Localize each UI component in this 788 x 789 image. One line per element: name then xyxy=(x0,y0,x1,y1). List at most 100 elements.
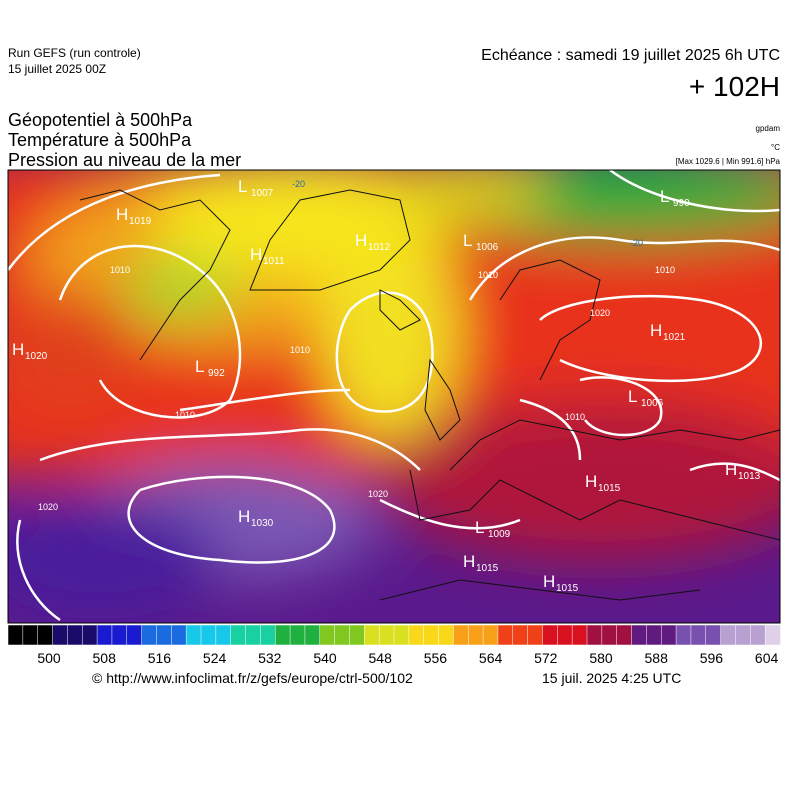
colorbar-label: 572 xyxy=(534,650,558,666)
colorbar-label: 532 xyxy=(258,650,282,666)
system-pressure: 990 xyxy=(673,198,690,209)
colorbar-cell xyxy=(616,624,633,646)
field-name: Pression au niveau de la mer xyxy=(8,150,241,170)
isobar-label: 1020 xyxy=(368,489,388,499)
colorbar-cell xyxy=(245,624,262,646)
render-time: 15 juil. 2025 4:25 UTC xyxy=(542,670,681,686)
system-letter: H xyxy=(650,321,662,340)
colorbar-label: 500 xyxy=(37,650,61,666)
system-pressure: 1007 xyxy=(251,188,274,199)
colorbar-cell xyxy=(542,624,559,646)
system-pressure: 1006 xyxy=(476,242,499,253)
colorbar-label: 596 xyxy=(700,650,724,666)
system-pressure: 1015 xyxy=(598,483,621,494)
system-pressure: 992 xyxy=(208,368,225,379)
system-pressure: 1015 xyxy=(556,583,579,594)
colorbar-cell xyxy=(230,624,247,646)
colorbar-label: 516 xyxy=(148,650,172,666)
system-letter: L xyxy=(195,357,204,376)
system-pressure: 1009 xyxy=(488,529,511,540)
colorbar-cell xyxy=(557,624,573,646)
system-pressure: 1006 xyxy=(641,398,664,409)
colorbar-label: 556 xyxy=(424,650,448,666)
colorbar-cell xyxy=(274,624,291,646)
isobar-label: 1010 xyxy=(478,270,498,280)
system-letter: H xyxy=(725,460,737,479)
colorbar-label: 524 xyxy=(203,650,227,666)
colorbar-cell xyxy=(349,624,366,646)
system-letter: H xyxy=(238,507,250,526)
colorbar-cell xyxy=(497,624,514,646)
colorbar-cell xyxy=(7,624,24,646)
colorbar-label: 588 xyxy=(645,650,669,666)
unit-label: gpdam xyxy=(756,124,781,133)
isobar-label: 1010 xyxy=(110,265,130,275)
map-field xyxy=(8,170,780,623)
system-letter: H xyxy=(463,552,475,571)
isobar-label: 1010 xyxy=(655,265,675,275)
colorbar-cell xyxy=(364,624,380,646)
colorbar-cell xyxy=(527,624,544,646)
colorbar-cell xyxy=(675,624,692,646)
isobar-label: 1010 xyxy=(290,345,310,355)
unit-label: °C xyxy=(771,143,780,152)
run-date: 15 juillet 2025 00Z xyxy=(8,62,106,76)
colorbar-cell xyxy=(215,624,232,646)
colorbar-cell xyxy=(735,624,752,646)
run-label: Run GEFS (run controle) xyxy=(8,46,141,60)
system-letter: H xyxy=(543,572,555,591)
colorbar-cell xyxy=(260,624,276,646)
colorbar-cell xyxy=(171,624,187,646)
system-pressure: 1030 xyxy=(251,518,274,529)
colorbar-cell xyxy=(319,624,336,646)
source-url: © http://www.infoclimat.fr/z/gefs/europe… xyxy=(92,670,413,686)
colorbar-cell xyxy=(289,624,306,646)
colorbar-cell xyxy=(81,624,98,646)
system-letter: H xyxy=(355,231,367,250)
colorbar-label: 564 xyxy=(479,650,503,666)
system-letter: H xyxy=(585,472,597,491)
isobar-label: -20 xyxy=(630,238,643,248)
colorbar-cell xyxy=(571,624,588,646)
system-pressure: 1020 xyxy=(25,351,48,362)
isobar-label: 1010 xyxy=(175,410,195,420)
colorbar-cell xyxy=(423,624,440,646)
colorbar-cell xyxy=(378,624,395,646)
colorbar-cell xyxy=(96,624,113,646)
colorbar-cell xyxy=(111,624,128,646)
isobar-label: 1010 xyxy=(565,412,585,422)
lead-time: + 102H xyxy=(689,71,780,102)
colorbar-label: 580 xyxy=(589,650,613,666)
colorbar-cell xyxy=(690,624,707,646)
colorbar-cell xyxy=(393,624,410,646)
colorbar-cell xyxy=(304,624,321,646)
colorbar-cell xyxy=(334,624,351,646)
colorbar-cell xyxy=(200,624,217,646)
isobar-label: 1020 xyxy=(590,308,610,318)
colorbar-cell xyxy=(646,624,662,646)
field-name: Température à 500hPa xyxy=(8,130,192,150)
colorbar-cell xyxy=(408,624,425,646)
coastlines xyxy=(79,189,780,601)
system-letter: L xyxy=(463,231,472,250)
colorbar-label: 548 xyxy=(369,650,393,666)
system-pressure: 1019 xyxy=(129,216,152,227)
colorbar-label: 604 xyxy=(755,650,779,666)
colorbar-cell xyxy=(586,624,603,646)
colorbar-cell xyxy=(22,624,39,646)
field-name: Géopotentiel à 500hPa xyxy=(8,110,193,130)
system-letter: L xyxy=(475,518,484,537)
system-letter: L xyxy=(660,187,669,206)
colorbar-cell xyxy=(67,624,83,646)
system-letter: H xyxy=(250,245,262,264)
system-letter: L xyxy=(628,387,637,406)
isobars xyxy=(8,170,780,622)
colorbar-cell xyxy=(185,624,202,646)
colorbar-cell xyxy=(37,624,54,646)
map-frame xyxy=(7,169,781,624)
colorbar-cell xyxy=(660,624,677,646)
colorbar-label: 540 xyxy=(313,650,337,666)
colorbar-cell xyxy=(720,624,737,646)
